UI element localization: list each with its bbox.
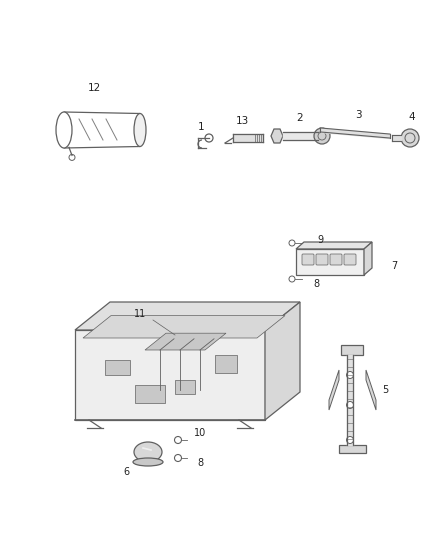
Ellipse shape xyxy=(56,112,72,148)
FancyBboxPatch shape xyxy=(215,355,237,373)
Text: 1: 1 xyxy=(198,122,204,132)
Polygon shape xyxy=(64,112,140,148)
Polygon shape xyxy=(271,129,283,143)
Polygon shape xyxy=(364,242,372,275)
Text: 8: 8 xyxy=(313,279,319,289)
Polygon shape xyxy=(339,445,366,453)
Text: 11: 11 xyxy=(134,309,146,319)
Text: 6: 6 xyxy=(123,467,129,477)
Polygon shape xyxy=(296,242,372,249)
Polygon shape xyxy=(145,333,226,350)
Text: 4: 4 xyxy=(409,112,415,122)
Circle shape xyxy=(314,128,330,144)
Ellipse shape xyxy=(133,458,163,466)
Polygon shape xyxy=(341,345,363,355)
Ellipse shape xyxy=(134,442,162,462)
FancyBboxPatch shape xyxy=(175,380,195,394)
Polygon shape xyxy=(366,370,376,410)
FancyBboxPatch shape xyxy=(105,360,130,375)
Circle shape xyxy=(401,129,419,147)
Text: 12: 12 xyxy=(87,83,101,93)
Text: 5: 5 xyxy=(382,385,388,395)
FancyBboxPatch shape xyxy=(330,254,342,265)
FancyBboxPatch shape xyxy=(135,385,165,403)
Polygon shape xyxy=(75,330,265,420)
Circle shape xyxy=(346,372,353,378)
Circle shape xyxy=(346,437,353,443)
Text: 7: 7 xyxy=(391,261,397,271)
Text: 13: 13 xyxy=(235,116,249,126)
Polygon shape xyxy=(83,316,285,338)
Text: 2: 2 xyxy=(297,113,303,123)
Polygon shape xyxy=(75,302,300,330)
Ellipse shape xyxy=(134,114,146,147)
FancyBboxPatch shape xyxy=(296,249,364,275)
FancyBboxPatch shape xyxy=(316,254,328,265)
Polygon shape xyxy=(265,302,300,420)
Text: 10: 10 xyxy=(194,428,206,438)
Polygon shape xyxy=(329,370,339,410)
Text: 9: 9 xyxy=(317,235,323,245)
Circle shape xyxy=(346,401,353,408)
FancyBboxPatch shape xyxy=(344,254,356,265)
Text: 3: 3 xyxy=(355,110,361,120)
Text: 8: 8 xyxy=(197,458,203,468)
FancyBboxPatch shape xyxy=(302,254,314,265)
